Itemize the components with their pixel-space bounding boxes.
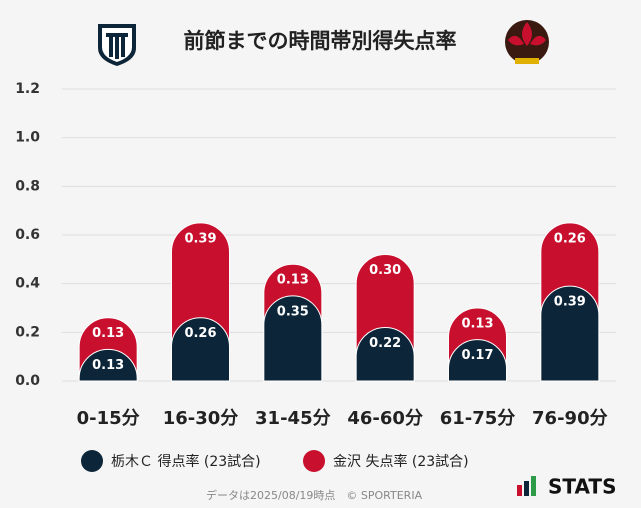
value-label: 0.35 — [277, 304, 309, 319]
x-tick-label: 31-45分 — [255, 408, 331, 429]
bar-segment — [355, 327, 415, 382]
legend-marker — [81, 450, 103, 472]
value-label: 0.26 — [554, 231, 586, 246]
brand: STATS — [548, 475, 616, 499]
legend-marker — [303, 450, 325, 472]
y-tick-label: 0.0 — [15, 373, 40, 389]
x-tick-label: 16-30分 — [163, 408, 239, 429]
value-label: 0.39 — [554, 295, 586, 310]
x-tick-label: 61-75分 — [440, 408, 516, 429]
value-label: 0.22 — [369, 336, 401, 351]
y-tick-label: 1.2 — [15, 81, 40, 97]
value-label: 0.13 — [92, 326, 124, 341]
legend-label: 金沢 失点率 (23試合) — [333, 453, 469, 470]
x-tick-label: 0-15分 — [77, 408, 140, 429]
bar-segment — [78, 348, 138, 382]
bar-segment — [171, 317, 230, 382]
value-label: 0.13 — [461, 317, 493, 332]
x-tick-label: 76-90分 — [532, 408, 608, 429]
y-tick-label: 0.6 — [15, 227, 40, 243]
bar-segment — [540, 285, 600, 382]
legend-label: 栃木Ｃ 得点率 (23試合) — [111, 453, 261, 470]
footer: データは2025/08/19時点 © SPORTERIA — [206, 488, 423, 502]
brand-logo: STATS — [517, 475, 616, 499]
y-tick-label: 0.4 — [15, 276, 40, 292]
chart-title: 前節までの時間帯別得失点率 — [184, 29, 457, 53]
value-label: 0.26 — [184, 326, 216, 341]
value-label: 0.13 — [277, 273, 309, 288]
away-logo — [505, 20, 549, 64]
bar-segment — [448, 339, 507, 382]
y-tick-label: 0.8 — [15, 178, 40, 194]
bar-segment — [263, 295, 323, 382]
x-tick-label: 46-60分 — [347, 408, 423, 429]
value-label: 0.39 — [184, 231, 216, 246]
y-tick-label: 1.0 — [15, 130, 40, 146]
y-tick-label: 0.2 — [15, 324, 40, 340]
value-label: 0.30 — [369, 263, 401, 278]
value-label: 0.17 — [461, 348, 493, 363]
home-logo — [98, 24, 136, 66]
value-label: 0.13 — [92, 358, 124, 373]
